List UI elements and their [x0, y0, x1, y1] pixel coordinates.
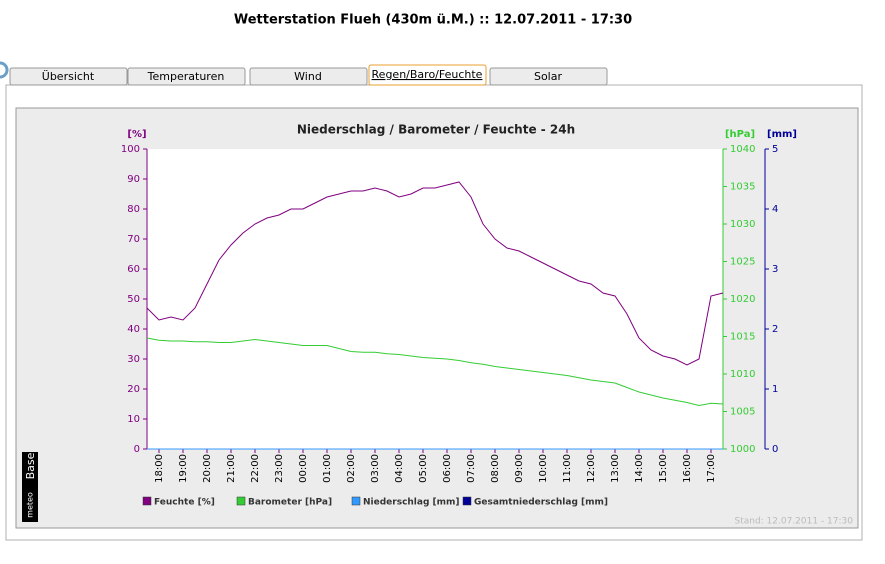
x-tick-label: 15:00 — [658, 454, 669, 483]
y-tick-label: 40 — [127, 324, 140, 335]
x-tick-label: 18:00 — [154, 454, 165, 483]
y2-tick-label: 1005 — [730, 407, 755, 418]
tab-label[interactable]: Solar — [534, 70, 563, 83]
tab-label[interactable]: Übersicht — [42, 70, 95, 83]
plot-area — [147, 149, 723, 449]
x-tick-label: 07:00 — [466, 454, 477, 483]
x-tick-label: 23:00 — [274, 454, 285, 483]
x-tick-label: 10:00 — [538, 454, 549, 483]
y3-tick-label: 1 — [772, 384, 778, 395]
x-tick-label: 19:00 — [178, 454, 189, 483]
x-tick-label: 06:00 — [442, 454, 453, 483]
y-tick-label: 80 — [127, 204, 140, 215]
brand-box — [22, 452, 38, 522]
y2-tick-label: 1035 — [730, 182, 755, 193]
y3-axis-label: [mm] — [767, 129, 797, 140]
x-tick-label: 08:00 — [490, 454, 501, 483]
y2-tick-label: 1000 — [730, 444, 755, 455]
x-tick-label: 01:00 — [322, 454, 333, 483]
x-tick-label: 14:00 — [634, 454, 645, 483]
x-tick-label: 13:00 — [610, 454, 621, 483]
y-tick-label: 0 — [134, 444, 140, 455]
tab[interactable] — [368, 64, 487, 86]
y3-tick-label: 2 — [772, 324, 778, 335]
y-tick-label: 60 — [127, 264, 140, 275]
y2-tick-label: 1040 — [730, 144, 755, 155]
tab[interactable] — [489, 67, 608, 86]
tab[interactable] — [127, 67, 246, 86]
footer-stamp: Stand: 12.07.2011 - 17:30 — [734, 517, 853, 527]
tab[interactable] — [9, 67, 128, 86]
x-tick-label: 11:00 — [562, 454, 573, 483]
y-tick-label: 20 — [127, 384, 140, 395]
chart: 0102030405060708090100100010051010101510… — [121, 144, 778, 508]
x-tick-label: 03:00 — [370, 454, 381, 483]
x-tick-label: 00:00 — [298, 454, 309, 483]
x-tick-label: 17:00 — [706, 454, 717, 483]
x-tick-label: 04:00 — [394, 454, 405, 483]
y-tick-label: 30 — [127, 354, 140, 365]
legend-label: Feuchte [%] — [154, 498, 215, 508]
y2-tick-label: 1030 — [730, 219, 755, 230]
y2-tick-label: 1025 — [730, 257, 755, 268]
series-line — [146, 337, 724, 407]
legend-label: Gesamtniederschlag [mm] — [474, 498, 608, 508]
legend-swatch — [351, 496, 361, 506]
y-tick-label: 70 — [127, 234, 140, 245]
tab[interactable] — [249, 67, 368, 86]
brand-text: meteo — [26, 492, 35, 518]
x-tick-label: 20:00 — [202, 454, 213, 483]
legend-label: Niederschlag [mm] — [363, 498, 460, 508]
y2-tick-label: 1010 — [730, 369, 755, 380]
legend-swatch — [142, 496, 152, 506]
y-tick-label: 50 — [127, 294, 140, 305]
tab-label[interactable]: Temperaturen — [147, 70, 225, 83]
y2-axis-label: [hPa] — [725, 129, 755, 140]
y3-tick-label: 5 — [772, 144, 778, 155]
tab-label[interactable]: Regen/Baro/Feuchte — [372, 68, 483, 81]
x-tick-label: 21:00 — [226, 454, 237, 483]
page-title: Wetterstation Flueh (430m ü.M.) :: 12.07… — [234, 13, 632, 28]
chart-title: Niederschlag / Barometer / Feuchte - 24h — [297, 123, 575, 137]
y3-tick-label: 3 — [772, 264, 778, 275]
legend-swatch — [236, 496, 246, 506]
x-tick-label: 05:00 — [418, 454, 429, 483]
y2-tick-label: 1015 — [730, 332, 755, 343]
legend-swatch — [462, 496, 472, 506]
y-axis-label: [%] — [127, 129, 146, 140]
y2-tick-label: 1020 — [730, 294, 755, 305]
y-tick-label: 100 — [121, 144, 140, 155]
x-tick-label: 09:00 — [514, 454, 525, 483]
x-tick-label: 02:00 — [346, 454, 357, 483]
y3-tick-label: 4 — [772, 204, 778, 215]
y-tick-label: 90 — [127, 174, 140, 185]
x-tick-label: 12:00 — [586, 454, 597, 483]
legend-label: Barometer [hPa] — [248, 498, 332, 508]
y3-tick-label: 0 — [772, 444, 778, 455]
x-tick-label: 22:00 — [250, 454, 261, 483]
tab-label[interactable]: Wind — [294, 70, 322, 83]
brand-text: Base — [24, 452, 37, 479]
tab-bar: Übersicht Temperaturen Wind Regen/Baro/Feuc… — [9, 64, 608, 86]
series-line — [146, 181, 724, 366]
y-tick-label: 10 — [127, 414, 140, 425]
x-tick-label: 16:00 — [682, 454, 693, 483]
logo-ring — [0, 61, 9, 79]
